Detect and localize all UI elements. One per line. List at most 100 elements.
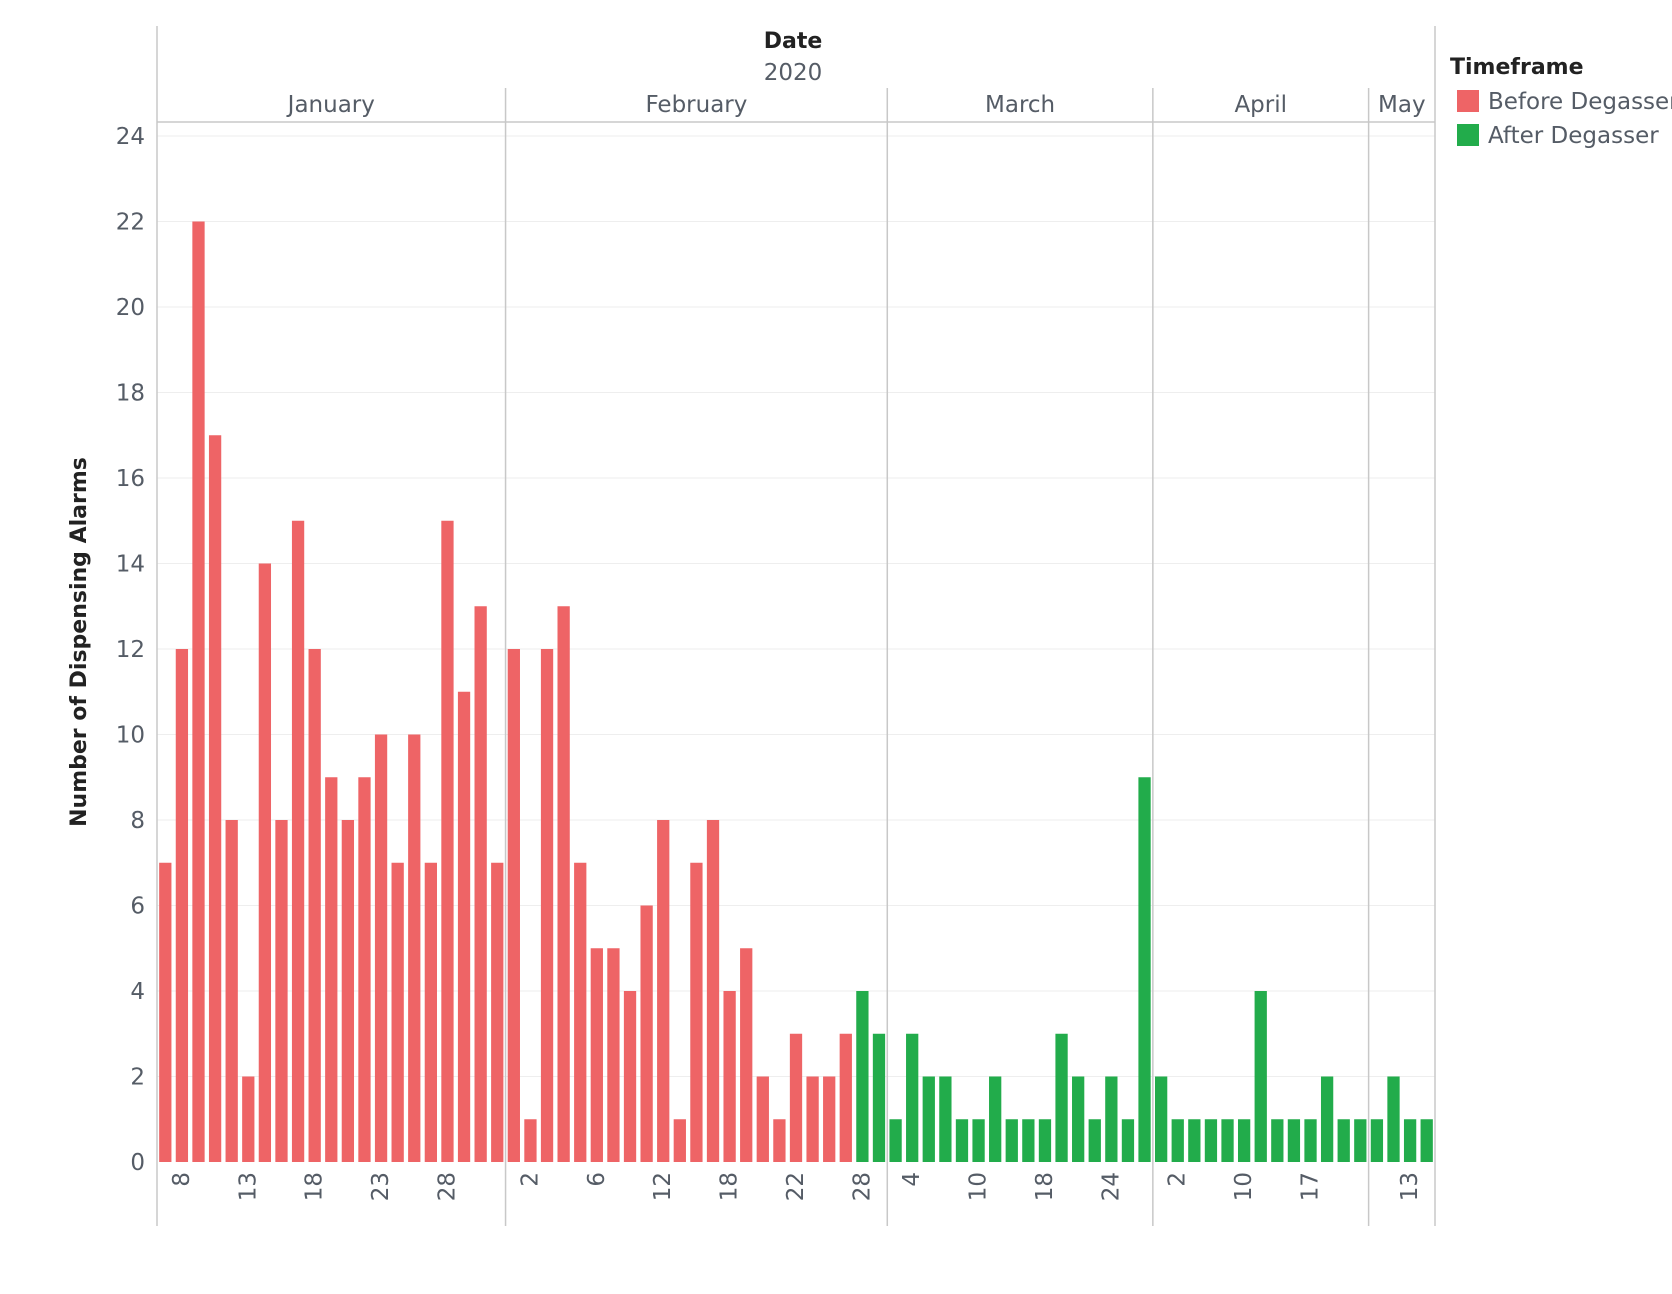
y-tick-label: 2 [130, 1065, 145, 1091]
bar [1005, 1119, 1018, 1162]
month-label: April [1234, 92, 1287, 118]
bar [1320, 1076, 1334, 1162]
bar [1138, 777, 1151, 1162]
x-tick-label: 18 [1032, 1172, 1058, 1201]
header-year: 2020 [764, 60, 823, 86]
x-tick-label: 6 [584, 1172, 610, 1187]
bars [159, 221, 1433, 1162]
bar [1188, 1119, 1201, 1162]
y-tick-label: 8 [130, 808, 145, 834]
y-tick-label: 14 [116, 552, 145, 578]
bar [623, 991, 637, 1162]
bar [391, 862, 404, 1162]
bar [457, 691, 471, 1162]
bar [972, 1119, 985, 1162]
bar [1420, 1119, 1433, 1162]
x-tick-label: 8 [169, 1172, 195, 1187]
legend: Timeframe Before Degasser After Degasser [1450, 55, 1672, 149]
bar [839, 1033, 852, 1162]
bar [441, 520, 454, 1162]
bar [1038, 1119, 1052, 1162]
header-title: Date [764, 29, 823, 54]
y-tick-label: 18 [116, 381, 145, 407]
bar [856, 991, 869, 1162]
bar [1337, 1119, 1350, 1162]
bar [657, 820, 670, 1162]
bar [1370, 1119, 1384, 1162]
y-tick-label: 4 [130, 979, 145, 1005]
bar [1055, 1033, 1068, 1162]
bar [1204, 1119, 1218, 1162]
y-tick-label: 20 [116, 295, 145, 321]
bar [1155, 1076, 1168, 1162]
x-tick-label: 13 [235, 1172, 261, 1201]
x-tick-label: 18 [717, 1172, 743, 1201]
y-tick-label: 22 [116, 210, 145, 236]
month-header: January February March April May [286, 92, 1426, 118]
bar [706, 820, 720, 1162]
bar [540, 649, 554, 1162]
bar [258, 563, 272, 1162]
x-tick-label: 10 [966, 1172, 992, 1201]
bar [325, 777, 338, 1162]
bar [408, 734, 421, 1162]
x-tick-label: 13 [1397, 1172, 1423, 1201]
bar [524, 1119, 537, 1162]
y-tick-label: 0 [130, 1150, 145, 1176]
bar [1072, 1076, 1085, 1162]
bar [922, 1076, 935, 1162]
bar [1254, 991, 1267, 1162]
bar [723, 991, 736, 1162]
bar [607, 948, 620, 1162]
x-axis-ticks: 8 13 18 23 28 2 6 12 18 22 28 4 10 18 24 2 10 17 13 [169, 1172, 1423, 1201]
bar [1271, 1119, 1284, 1162]
bar [1387, 1076, 1400, 1162]
legend-swatch-before [1457, 90, 1479, 112]
bar [557, 606, 570, 1162]
x-tick-label: 2 [517, 1172, 543, 1187]
x-tick-label: 10 [1231, 1172, 1257, 1201]
y-axis-label: Number of Dispensing Alarms [67, 457, 92, 827]
x-tick-label: 18 [302, 1172, 328, 1201]
bar [1304, 1119, 1317, 1162]
bar [574, 862, 587, 1162]
bar [872, 1033, 886, 1162]
bar [789, 1033, 803, 1162]
y-tick-label: 6 [130, 894, 145, 920]
bar [242, 1076, 255, 1162]
x-tick-label: 28 [849, 1172, 875, 1201]
month-label: January [286, 92, 375, 118]
y-tick-label: 16 [116, 466, 145, 492]
bar [955, 1119, 969, 1162]
bar [358, 777, 371, 1162]
bar [1221, 1119, 1234, 1162]
bar [225, 820, 238, 1162]
bar [906, 1033, 919, 1162]
x-tick-label: 12 [650, 1172, 676, 1201]
bar [275, 820, 288, 1162]
bar [1403, 1119, 1417, 1162]
bar [308, 649, 321, 1162]
legend-label-after: After Degasser [1488, 123, 1659, 149]
x-tick-label: 24 [1098, 1172, 1124, 1201]
bar [989, 1076, 1002, 1162]
bar [175, 649, 189, 1162]
bar [341, 820, 355, 1162]
x-tick-label: 17 [1298, 1172, 1324, 1201]
bar [740, 948, 753, 1162]
bar [474, 606, 487, 1162]
bar [823, 1076, 836, 1162]
bar [1022, 1119, 1035, 1162]
bar [159, 862, 172, 1162]
y-tick-label: 12 [116, 637, 145, 663]
bar [690, 862, 703, 1162]
y-tick-label: 24 [116, 124, 145, 150]
bar [192, 221, 205, 1162]
bar [1088, 1119, 1101, 1162]
bar [756, 1076, 769, 1162]
x-tick-label: 4 [899, 1172, 925, 1187]
legend-title: Timeframe [1450, 55, 1584, 80]
bar [673, 1119, 686, 1162]
